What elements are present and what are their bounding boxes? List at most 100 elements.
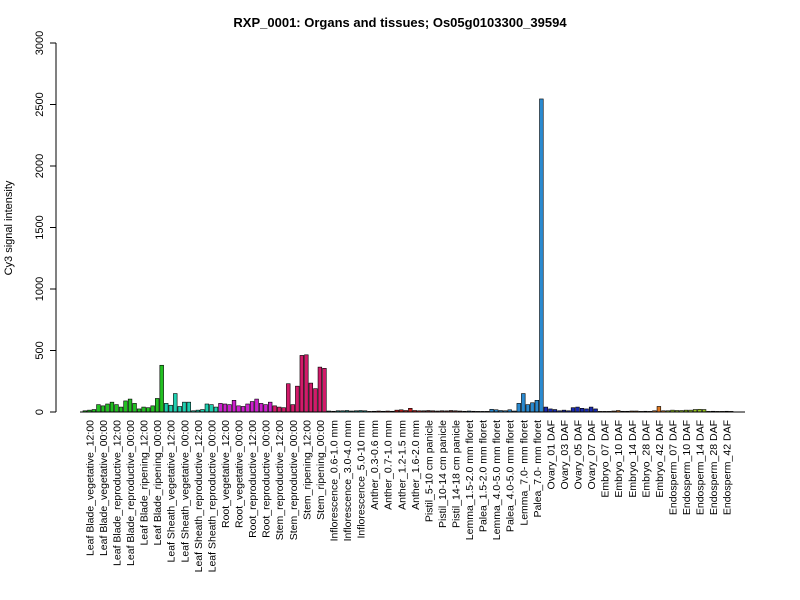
bar-18-1 (313, 388, 318, 413)
bar-33-2 (521, 393, 526, 413)
bar-11-1 (218, 403, 223, 413)
x-category-label: Inflorescence_0.6-1.0 mm (328, 420, 340, 542)
bar-15-3 (281, 407, 286, 413)
x-category-label: Leaf Sheath_vegetative_00:00 (179, 420, 191, 563)
bar-7-2 (168, 404, 173, 413)
x-category-label: Lemma_1.5-2.0 mm floret (464, 420, 476, 540)
bar-6-1 (150, 405, 155, 413)
bar-5-3 (145, 407, 151, 413)
chart-title: RXP_0001: Organs and tissues; Os05g01033… (233, 15, 567, 30)
x-category-label: Palea_7.0- mm floret (532, 420, 544, 518)
bar-37-1 (570, 407, 576, 413)
bar-6-3 (159, 364, 164, 413)
x-category-label: Endosperm_28 DAF (708, 420, 720, 515)
x-category-label: Leaf Sheath_reproductive_00:00 (206, 420, 218, 573)
bar-11-3 (227, 404, 232, 413)
y-tick-label: 1000 (34, 277, 46, 301)
x-category-label: Stem_reproductive_00:00 (288, 420, 300, 540)
x-category-label: Leaf Sheath_vegetative_12:00 (166, 420, 178, 563)
bar-4-3 (132, 403, 137, 413)
x-category-label: Ovary_03 DAF (559, 420, 571, 489)
x-category-label: Embryo_42 DAF (654, 420, 666, 498)
x-category-label: Embryo_10 DAF (613, 420, 625, 498)
bar-43-2 (656, 406, 662, 413)
x-category-label: Lemma_7.0- mm floret (518, 420, 530, 526)
x-category-label: Embryo_07 DAF (600, 420, 612, 498)
x-category-label: Leaf Blade_ripening_00:00 (152, 420, 164, 546)
bar-12-2 (236, 405, 241, 413)
x-category-label: Root_vegetative_12:00 (220, 420, 232, 528)
x-category-label: Pistil_14-18 cm panicle (451, 420, 463, 528)
bar-2-2 (100, 405, 106, 413)
y-tick-label: 2000 (34, 154, 46, 178)
bar-11-2 (222, 403, 228, 413)
bar-7-3 (173, 393, 178, 413)
bar-10-3 (213, 406, 219, 413)
bar-16-3 (295, 385, 300, 413)
x-category-label: Stem_ripening_12:00 (301, 420, 313, 520)
x-category-label: Root_reproductive_12:00 (247, 420, 259, 538)
x-category-label: Palea_4.0-5.0 mm floret (505, 420, 517, 532)
bar-12-1 (231, 400, 237, 413)
x-category-label: Anther_0.7-1.0 mm (383, 420, 395, 510)
x-category-label: Pistil_5-10 cm panicle (423, 420, 435, 522)
y-axis: 0 500 1000 1500 2000 2500 3000 (34, 31, 57, 415)
bar-25-1 (408, 408, 413, 413)
bar-15-2 (277, 406, 282, 413)
x-category-label: Root_reproductive_00:00 (261, 420, 273, 538)
bar-13-2 (249, 401, 255, 413)
bar-37-2 (575, 406, 580, 413)
x-category-label: Pistil_10-14 cm panicle (437, 420, 449, 528)
bar-10-2 (209, 404, 214, 413)
bar-18-2 (317, 366, 323, 413)
x-category-label: Stem_reproductive_12:00 (274, 420, 286, 540)
bar-14-2 (263, 404, 268, 413)
bar-33-3 (525, 404, 530, 413)
x-category-label: Embryo_28 DAF (640, 420, 652, 498)
bar-15-1 (272, 405, 277, 413)
bar-35-1 (543, 406, 549, 413)
bar-3-1 (109, 401, 115, 413)
bar-34-3 (539, 98, 544, 413)
bar-18-3 (322, 368, 327, 413)
x-category-label: Palea_1.5-2.0 mm floret (478, 420, 490, 532)
x-category-label: Ovary_01 DAF (545, 420, 557, 489)
x-category-label: Anther_0.3-0.6 mm (369, 420, 381, 510)
bar-4-2 (127, 398, 133, 413)
bar-5-2 (141, 406, 146, 413)
bar-13-1 (245, 403, 250, 413)
x-category-label: Embryo_14 DAF (627, 420, 639, 498)
x-category-label: Ovary_07 DAF (586, 420, 598, 489)
x-category-label: Leaf Blade_vegetative_00:00 (98, 420, 110, 556)
x-category-label: Endosperm_14 DAF (695, 420, 707, 515)
bar-4-1 (123, 400, 128, 413)
bar-33-1 (516, 403, 521, 413)
x-category-label: Endosperm_10 DAF (681, 420, 693, 515)
y-tick-label: 1500 (34, 215, 46, 239)
bar-17-2 (304, 354, 309, 413)
y-axis-label: Cy3 signal intensity (3, 180, 15, 275)
bar-16-1 (286, 383, 291, 413)
bar-14-3 (268, 401, 273, 413)
x-category-label: Anther_1.2-1.5 mm (396, 420, 408, 510)
x-category-label: Lemma_4.0-5.0 mm floret (491, 420, 503, 540)
x-category-label: Endosperm_07 DAF (667, 420, 679, 515)
bar-8-1 (177, 406, 182, 413)
y-tick-label: 2500 (34, 92, 46, 116)
bars-group (82, 98, 734, 413)
bar-10-1 (204, 403, 210, 413)
x-category-label: Leaf Blade_reproductive_00:00 (125, 420, 137, 566)
x-category-label: Anther_1.6-2.0 mm (410, 420, 422, 510)
bar-12-3 (240, 406, 246, 413)
bar-16-2 (290, 404, 295, 413)
x-category-label: Leaf Sheath_reproductive_12:00 (193, 420, 205, 573)
x-category-label: Leaf Blade_reproductive_12:00 (112, 420, 124, 566)
bar-17-3 (308, 382, 314, 413)
bar-8-3 (186, 401, 191, 413)
bar-38-2 (588, 406, 594, 413)
x-category-label: Leaf Blade_vegetative_12:00 (84, 420, 96, 556)
bar-17-1 (299, 355, 304, 413)
x-category-label: Leaf Blade_ripening_12:00 (139, 420, 151, 546)
bar-3-2 (114, 404, 119, 413)
